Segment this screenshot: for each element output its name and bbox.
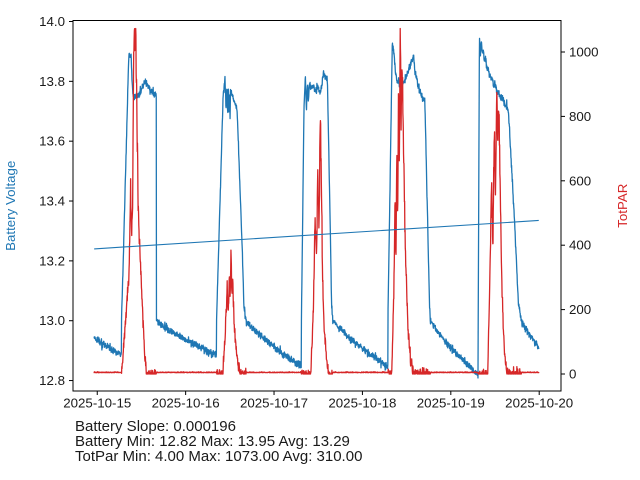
svg-text:12.8: 12.8 — [39, 373, 65, 388]
svg-text:TotPAR: TotPAR — [615, 184, 630, 228]
svg-text:13.4: 13.4 — [39, 194, 65, 209]
svg-text:14.0: 14.0 — [39, 14, 65, 29]
svg-text:2025-10-20: 2025-10-20 — [505, 396, 573, 411]
svg-text:0: 0 — [569, 367, 576, 382]
svg-text:2025-10-17: 2025-10-17 — [240, 396, 308, 411]
svg-text:13.8: 13.8 — [39, 74, 65, 89]
svg-text:200: 200 — [569, 302, 591, 317]
svg-text:600: 600 — [569, 173, 591, 188]
svg-text:13.0: 13.0 — [39, 313, 65, 328]
svg-text:2025-10-19: 2025-10-19 — [417, 396, 485, 411]
svg-text:1000: 1000 — [569, 45, 599, 60]
svg-text:2025-10-16: 2025-10-16 — [152, 396, 220, 411]
svg-text:13.6: 13.6 — [39, 134, 65, 149]
svg-text:13.2: 13.2 — [39, 253, 65, 268]
svg-text:2025-10-15: 2025-10-15 — [63, 396, 131, 411]
svg-text:800: 800 — [569, 109, 591, 124]
svg-text:Battery Voltage: Battery Voltage — [3, 161, 18, 251]
svg-text:400: 400 — [569, 238, 591, 253]
svg-text:2025-10-18: 2025-10-18 — [328, 396, 396, 411]
